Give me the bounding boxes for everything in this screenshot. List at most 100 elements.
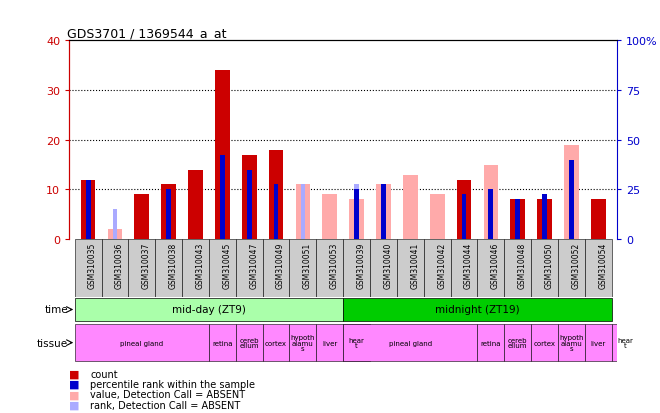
Text: midnight (ZT19): midnight (ZT19) bbox=[435, 305, 520, 315]
Bar bbox=[343, 240, 370, 297]
Bar bbox=[477, 324, 504, 361]
Bar bbox=[188, 170, 203, 240]
Bar bbox=[381, 185, 386, 240]
Text: GSM310052: GSM310052 bbox=[572, 242, 580, 289]
Bar bbox=[290, 324, 316, 361]
Bar bbox=[558, 240, 585, 297]
Bar bbox=[343, 324, 370, 361]
Text: GSM310051: GSM310051 bbox=[303, 242, 312, 289]
Text: retina: retina bbox=[480, 340, 501, 346]
Bar bbox=[269, 150, 283, 240]
Bar bbox=[300, 185, 306, 240]
Bar bbox=[381, 185, 386, 240]
Text: GSM310042: GSM310042 bbox=[437, 242, 446, 289]
Text: cortex: cortex bbox=[265, 340, 287, 346]
Bar bbox=[263, 240, 290, 297]
Bar bbox=[102, 240, 129, 297]
Bar bbox=[322, 195, 337, 240]
Text: GSM310040: GSM310040 bbox=[383, 242, 393, 289]
Bar bbox=[591, 200, 606, 240]
Bar bbox=[531, 324, 558, 361]
Bar bbox=[236, 240, 263, 297]
Bar bbox=[461, 195, 467, 240]
Bar bbox=[343, 299, 612, 321]
Bar bbox=[376, 185, 391, 240]
Bar bbox=[370, 240, 397, 297]
Text: GSM310044: GSM310044 bbox=[464, 242, 473, 289]
Bar bbox=[209, 324, 236, 361]
Bar bbox=[113, 210, 117, 240]
Bar bbox=[403, 175, 418, 240]
Bar bbox=[504, 324, 531, 361]
Text: percentile rank within the sample: percentile rank within the sample bbox=[90, 379, 255, 389]
Bar bbox=[510, 200, 525, 240]
Bar bbox=[569, 160, 574, 240]
Bar bbox=[484, 165, 498, 240]
Text: GSM310053: GSM310053 bbox=[330, 242, 339, 289]
Bar bbox=[209, 240, 236, 297]
Bar bbox=[75, 324, 209, 361]
Bar bbox=[182, 240, 209, 297]
Text: ■: ■ bbox=[69, 379, 80, 389]
Text: ■: ■ bbox=[69, 369, 80, 379]
Bar bbox=[354, 185, 359, 240]
Bar bbox=[430, 195, 445, 240]
Text: retina: retina bbox=[212, 340, 232, 346]
Bar bbox=[612, 324, 639, 361]
Bar bbox=[558, 324, 585, 361]
Bar bbox=[135, 195, 149, 240]
Text: pineal gland: pineal gland bbox=[389, 340, 432, 346]
Text: rank, Detection Call = ABSENT: rank, Detection Call = ABSENT bbox=[90, 400, 241, 410]
Bar bbox=[220, 155, 225, 240]
Bar bbox=[81, 180, 96, 240]
Text: hear
t: hear t bbox=[617, 337, 633, 349]
Text: mid-day (ZT9): mid-day (ZT9) bbox=[172, 305, 246, 315]
Bar bbox=[477, 240, 504, 297]
Bar bbox=[531, 240, 558, 297]
Text: time: time bbox=[44, 305, 68, 315]
Bar bbox=[75, 240, 102, 297]
Text: GSM310054: GSM310054 bbox=[599, 242, 607, 289]
Bar bbox=[585, 240, 612, 297]
Text: count: count bbox=[90, 369, 118, 379]
Bar bbox=[236, 324, 263, 361]
Text: cereb
ellum: cereb ellum bbox=[240, 337, 259, 349]
Bar bbox=[215, 71, 230, 240]
Bar bbox=[86, 180, 90, 240]
Bar bbox=[316, 324, 343, 361]
Bar bbox=[397, 240, 424, 297]
Bar bbox=[504, 240, 531, 297]
Bar bbox=[129, 240, 155, 297]
Text: hear
t: hear t bbox=[348, 337, 364, 349]
Bar bbox=[155, 240, 182, 297]
Bar bbox=[290, 240, 316, 297]
Text: ■: ■ bbox=[69, 389, 80, 399]
Bar bbox=[354, 190, 359, 240]
Text: GSM310048: GSM310048 bbox=[517, 242, 527, 289]
Text: tissue: tissue bbox=[37, 338, 68, 348]
Text: cereb
ellum: cereb ellum bbox=[508, 337, 527, 349]
Text: GSM310046: GSM310046 bbox=[491, 242, 500, 289]
Text: liver: liver bbox=[322, 340, 337, 346]
Text: GSM310050: GSM310050 bbox=[544, 242, 554, 289]
Bar bbox=[542, 195, 547, 240]
Bar bbox=[451, 240, 477, 297]
Bar bbox=[166, 190, 171, 240]
Text: GDS3701 / 1369544_a_at: GDS3701 / 1369544_a_at bbox=[67, 27, 226, 40]
Bar bbox=[569, 160, 574, 240]
Text: GSM310035: GSM310035 bbox=[88, 242, 97, 289]
Bar bbox=[424, 240, 451, 297]
Bar bbox=[591, 200, 606, 240]
Bar bbox=[316, 240, 343, 297]
Text: ■: ■ bbox=[69, 400, 80, 410]
Bar bbox=[263, 324, 290, 361]
Text: hypoth
alamu
s: hypoth alamu s bbox=[559, 334, 583, 351]
Text: GSM310047: GSM310047 bbox=[249, 242, 258, 289]
Bar bbox=[457, 180, 471, 240]
Text: GSM310041: GSM310041 bbox=[411, 242, 419, 289]
Text: hypoth
alamu
s: hypoth alamu s bbox=[290, 334, 315, 351]
Bar bbox=[108, 230, 122, 240]
Text: liver: liver bbox=[591, 340, 606, 346]
Bar bbox=[274, 185, 279, 240]
Text: GSM310039: GSM310039 bbox=[356, 242, 366, 289]
